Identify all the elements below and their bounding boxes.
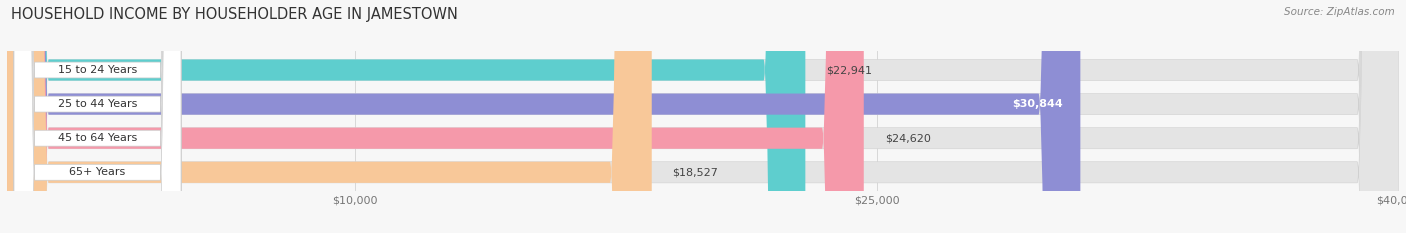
FancyBboxPatch shape — [7, 0, 1399, 233]
FancyBboxPatch shape — [7, 0, 806, 233]
Text: 15 to 24 Years: 15 to 24 Years — [58, 65, 138, 75]
Text: $30,844: $30,844 — [1012, 99, 1063, 109]
FancyBboxPatch shape — [7, 0, 1399, 233]
FancyBboxPatch shape — [7, 0, 652, 233]
FancyBboxPatch shape — [14, 0, 181, 233]
FancyBboxPatch shape — [14, 0, 181, 233]
Text: HOUSEHOLD INCOME BY HOUSEHOLDER AGE IN JAMESTOWN: HOUSEHOLD INCOME BY HOUSEHOLDER AGE IN J… — [11, 7, 458, 22]
Text: Source: ZipAtlas.com: Source: ZipAtlas.com — [1284, 7, 1395, 17]
Text: 25 to 44 Years: 25 to 44 Years — [58, 99, 138, 109]
FancyBboxPatch shape — [7, 0, 1399, 233]
FancyBboxPatch shape — [7, 0, 1399, 233]
Text: $18,527: $18,527 — [672, 167, 718, 177]
FancyBboxPatch shape — [14, 0, 181, 233]
Text: $24,620: $24,620 — [884, 133, 931, 143]
FancyBboxPatch shape — [14, 0, 181, 233]
Text: $22,941: $22,941 — [827, 65, 872, 75]
FancyBboxPatch shape — [7, 0, 1080, 233]
FancyBboxPatch shape — [7, 0, 863, 233]
Text: 65+ Years: 65+ Years — [69, 167, 125, 177]
Text: 45 to 64 Years: 45 to 64 Years — [58, 133, 138, 143]
